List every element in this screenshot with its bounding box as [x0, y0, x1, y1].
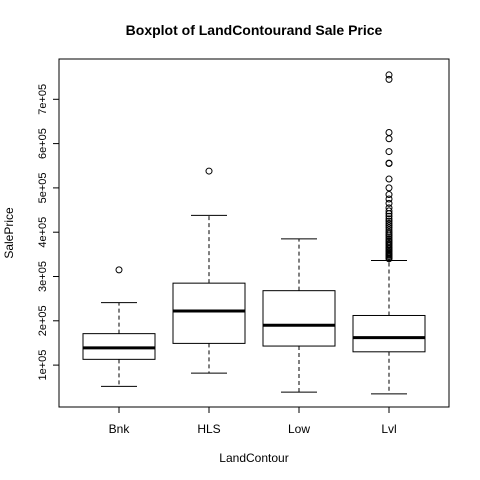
box-bnk — [82, 266, 156, 387]
y-tick-label: 6e+05 — [37, 128, 49, 159]
box-lvl — [352, 71, 426, 395]
x-tick-label-bnk: Bnk — [109, 422, 131, 436]
outlier-point — [205, 167, 213, 175]
y-tick-label: 4e+05 — [37, 217, 49, 248]
iqr-box — [172, 282, 246, 344]
y-tick-label: 2e+05 — [37, 305, 49, 336]
outlier-point — [385, 204, 393, 212]
y-tick-label: 7e+05 — [37, 84, 49, 115]
outlier-point — [385, 207, 393, 215]
y-tick-label: 1e+05 — [37, 350, 49, 381]
outlier-point — [385, 215, 393, 223]
outlier-point — [385, 175, 393, 183]
outlier-point — [385, 184, 393, 192]
outlier-point — [385, 195, 393, 203]
outlier-point — [385, 226, 393, 234]
y-tick-label: 5e+05 — [37, 172, 49, 203]
x-axis-label: LandContour — [219, 451, 288, 465]
outlier-point — [385, 159, 393, 167]
outlier-point — [385, 217, 393, 225]
x-tick-label-lvl: Lvl — [381, 422, 396, 436]
boxes-layer — [82, 71, 426, 395]
y-axis-label: SalePrice — [2, 207, 16, 259]
outlier-point — [385, 129, 393, 137]
x-tick-label-low: Low — [288, 422, 310, 436]
outlier-point — [385, 148, 393, 156]
x-axis: Bnk HLS Low Lvl — [109, 406, 397, 436]
outlier-point — [385, 219, 393, 227]
outlier-point — [385, 212, 393, 220]
box-hls — [172, 167, 246, 374]
outlier-point — [385, 191, 393, 199]
outlier-point — [385, 228, 393, 236]
y-tick-label: 3e+05 — [37, 261, 49, 292]
outlier-point — [385, 224, 393, 232]
chart-title: Boxplot of LandContourand Sale Price — [126, 22, 383, 38]
outlier-point — [115, 266, 123, 274]
iqr-box — [352, 314, 426, 353]
outlier-point — [385, 75, 393, 83]
iqr-box — [262, 290, 336, 347]
outlier-point — [385, 135, 393, 143]
box-low — [262, 238, 336, 393]
outlier-point — [385, 199, 393, 207]
outlier-point — [385, 71, 393, 79]
y-axis: 1e+05 2e+05 3e+05 4e+05 5e+05 6e+05 7e+05 — [37, 84, 60, 381]
outlier-point — [385, 222, 393, 230]
x-tick-label-hls: HLS — [197, 422, 220, 436]
